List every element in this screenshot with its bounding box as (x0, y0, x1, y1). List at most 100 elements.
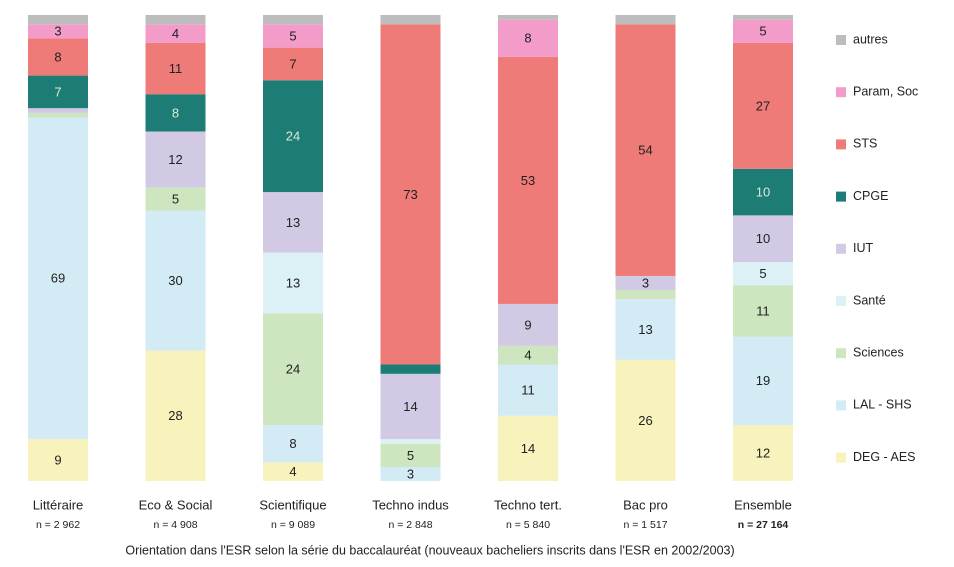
x-tick-label: Techno tert. (494, 497, 562, 512)
legend-swatch (836, 452, 846, 463)
bar-segment (145, 131, 206, 188)
bar-segment (263, 80, 323, 193)
bar-segment (615, 359, 676, 481)
data-label: 73 (403, 187, 417, 202)
bar-segment (733, 168, 793, 216)
bar-segment (380, 373, 441, 440)
bar-segment (145, 42, 206, 95)
x-tick-label: Littéraire (33, 497, 84, 512)
bar-segment (733, 261, 793, 286)
legend-label: Param, Soc (853, 84, 918, 98)
data-label: 8 (54, 49, 61, 64)
bar-segment (733, 19, 793, 43)
sample-size: n = 5 840 (506, 519, 550, 531)
data-label: 4 (289, 464, 296, 479)
bar-segment (380, 24, 441, 365)
sample-size: n = 4 908 (153, 519, 197, 531)
bar-segment (263, 47, 323, 81)
data-label: 27 (756, 98, 770, 113)
bar-segment (498, 15, 558, 20)
bar-segment (28, 75, 88, 109)
bar-segment (615, 275, 676, 290)
data-label: 5 (172, 192, 179, 207)
bar-segment (498, 364, 558, 416)
data-label: 7 (289, 56, 296, 71)
bar-segment (145, 94, 206, 132)
data-label: 3 (407, 466, 414, 481)
data-label: 5 (289, 28, 296, 43)
bar-segment (615, 289, 676, 300)
bar-segment (263, 252, 323, 314)
legend-label: Sciences (853, 345, 904, 359)
data-label: 13 (286, 215, 300, 230)
legend-swatch (836, 400, 846, 411)
data-label: 12 (168, 152, 182, 167)
data-label: 9 (54, 452, 61, 467)
sample-size: n = 27 164 (738, 519, 789, 531)
bar-segment (263, 15, 323, 25)
legend-label: LAL - SHS (853, 398, 912, 412)
bar-segment (733, 15, 793, 20)
data-label: 3 (642, 275, 649, 290)
sample-size: n = 9 089 (271, 519, 315, 531)
bar-segment (28, 15, 88, 25)
data-label: 4 (172, 26, 179, 41)
bar-segment (145, 350, 206, 481)
bar-segment (380, 443, 441, 468)
bar-segment (733, 215, 793, 262)
data-label: 13 (638, 322, 652, 337)
bar-segment (733, 285, 793, 337)
bar-segment (380, 364, 441, 374)
data-label: 24 (286, 129, 300, 144)
data-label: 11 (756, 303, 770, 318)
x-tick-label: Scientifique (259, 497, 326, 512)
data-label: 24 (286, 362, 300, 377)
legend-swatch (836, 191, 846, 202)
data-label: 12 (756, 445, 770, 460)
data-label: 14 (403, 399, 417, 414)
x-tick-label: Techno indus (372, 497, 449, 512)
bar-segment (28, 117, 88, 440)
data-label: 5 (407, 448, 414, 463)
legend-swatch (836, 35, 846, 45)
bar-segment (380, 439, 441, 444)
bar-segment (733, 42, 793, 169)
bar-segment (263, 462, 323, 481)
data-label: 8 (172, 105, 179, 120)
bar-segment (263, 313, 323, 426)
data-label: 10 (756, 185, 770, 200)
bar-segment (28, 439, 88, 481)
bar-segment (498, 56, 558, 304)
legend-label: Santé (853, 293, 886, 307)
data-label: 54 (638, 143, 652, 158)
legend-label: STS (853, 137, 877, 151)
bar-segment (28, 24, 88, 39)
bar-segment (145, 210, 206, 351)
legend-label: autres (853, 32, 888, 46)
sample-size: n = 2 962 (36, 519, 80, 531)
bar-segment (615, 299, 676, 360)
sample-size: n = 1 517 (623, 519, 667, 531)
bar-segment (380, 467, 441, 481)
bar-segment (145, 187, 206, 211)
bar-segment (733, 336, 793, 426)
legend-label: CPGE (853, 189, 888, 203)
bar-segment (263, 192, 323, 253)
x-tick-label: Eco & Social (139, 497, 213, 512)
bar-segment (498, 415, 558, 481)
bar-segment (498, 345, 558, 365)
legend-swatch (836, 243, 846, 254)
data-label: 19 (756, 373, 770, 388)
bar-segment (498, 19, 558, 57)
bar-segment (28, 112, 88, 118)
sample-size: n = 2 848 (388, 519, 432, 531)
data-label: 5 (759, 266, 766, 281)
legend-swatch (836, 348, 846, 359)
data-label: 30 (168, 273, 182, 288)
data-label: 11 (169, 61, 183, 76)
legend-swatch (836, 296, 846, 306)
data-label: 26 (638, 413, 652, 428)
x-tick-label: Bac pro (623, 497, 668, 512)
data-label: 9 (524, 317, 531, 332)
data-label: 14 (521, 441, 535, 456)
